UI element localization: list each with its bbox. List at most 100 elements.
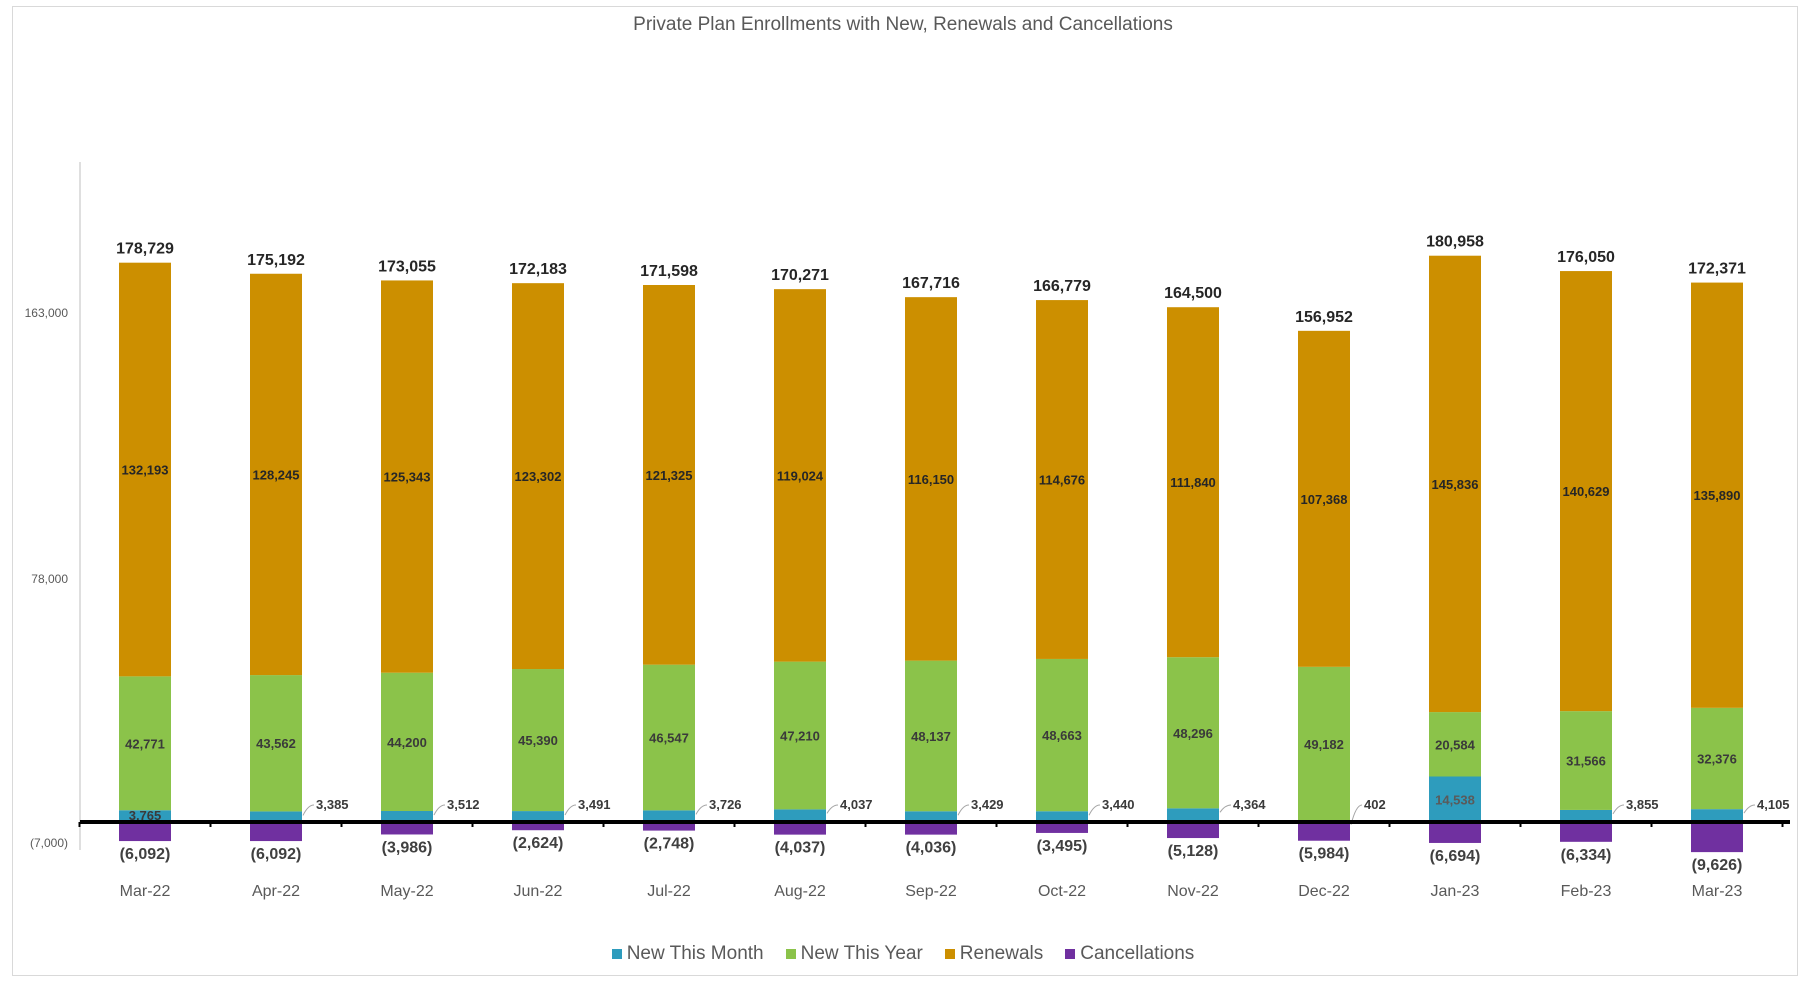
x-tick-label: Jun-22 xyxy=(514,883,563,900)
bar-new-this-year xyxy=(250,675,302,812)
cancellations-data-label: (6,694) xyxy=(1430,848,1481,865)
new-this-year-data-label: 32,376 xyxy=(1697,751,1737,766)
bar-new-this-month xyxy=(1560,809,1612,822)
cancellations-data-label: (4,036) xyxy=(906,840,957,857)
bar-new-this-month xyxy=(774,809,826,822)
legend-item-new-this-month: New This Month xyxy=(611,943,764,965)
bar-new-this-month xyxy=(1036,811,1088,822)
bar-new-this-month xyxy=(1429,776,1481,822)
x-tick-label: Feb-23 xyxy=(1561,883,1612,900)
y-tick-label: 163,000 xyxy=(25,306,69,320)
legend-swatch-renewals xyxy=(944,949,955,959)
cancellations-data-label: (4,037) xyxy=(775,840,826,857)
new-this-year-data-label: 20,584 xyxy=(1435,737,1476,752)
bar-renewals xyxy=(774,289,826,662)
legend-label-new-this-year: New This Year xyxy=(800,943,923,964)
cancellations-data-label: (6,092) xyxy=(251,846,302,863)
total-data-label: 172,183 xyxy=(509,261,567,278)
x-tick-label: Jan-23 xyxy=(1431,883,1480,900)
renewals-data-label: 111,840 xyxy=(1170,475,1216,490)
bar-cancellations xyxy=(1560,822,1612,842)
total-data-label: 171,598 xyxy=(640,263,698,280)
total-data-label: 178,729 xyxy=(116,241,174,258)
cancellations-data-label: (6,092) xyxy=(120,846,171,863)
new-this-month-data-label: 14,538 xyxy=(1435,792,1475,807)
total-data-label: 175,192 xyxy=(247,252,305,269)
cancellations-data-label: (5,128) xyxy=(1168,843,1219,860)
new-this-month-data-label: 3,512 xyxy=(447,797,480,812)
legend-label-new-this-month: New This Month xyxy=(626,943,764,964)
x-tick-label: Nov-22 xyxy=(1167,883,1219,900)
bar-new-this-month xyxy=(381,811,433,822)
leader-line xyxy=(957,804,970,816)
leader-line xyxy=(1612,804,1625,815)
bar-new-this-year xyxy=(1036,658,1088,812)
new-this-year-data-label: 31,566 xyxy=(1566,754,1606,769)
new-this-month-data-label: 402 xyxy=(1364,797,1386,812)
bar-renewals xyxy=(1298,330,1350,667)
bar-new-this-year xyxy=(512,669,564,812)
leader-line xyxy=(433,804,446,816)
bar-new-this-year xyxy=(643,664,695,811)
bar-renewals xyxy=(381,280,433,673)
leader-line xyxy=(1743,804,1756,814)
x-tick-label: Oct-22 xyxy=(1038,883,1086,900)
leader-line xyxy=(1219,804,1232,813)
bar-new-this-month xyxy=(119,810,171,822)
bar-cancellations xyxy=(512,822,564,831)
bar-new-this-month xyxy=(1167,808,1219,822)
total-data-label: 166,779 xyxy=(1033,278,1091,295)
legend-item-renewals: Renewals xyxy=(944,943,1044,965)
new-this-year-data-label: 47,210 xyxy=(780,728,820,743)
bar-cancellations xyxy=(1036,822,1088,833)
bar-cancellations xyxy=(1429,822,1481,843)
total-data-label: 167,716 xyxy=(902,275,960,292)
x-tick-label: May-22 xyxy=(380,883,433,900)
bar-new-this-year xyxy=(381,672,433,812)
bar-cancellations xyxy=(643,822,695,831)
renewals-data-label: 116,150 xyxy=(908,472,954,487)
new-this-year-data-label: 45,390 xyxy=(518,733,558,748)
renewals-data-label: 132,193 xyxy=(122,463,169,478)
total-data-label: 156,952 xyxy=(1295,309,1353,326)
bar-new-this-month xyxy=(643,810,695,822)
renewals-data-label: 114,676 xyxy=(1039,473,1085,488)
total-data-label: 164,500 xyxy=(1164,285,1222,302)
bar-renewals xyxy=(1691,282,1743,708)
cancellations-data-label: (3,495) xyxy=(1037,838,1088,855)
legend-swatch-cancellations xyxy=(1065,949,1076,959)
bar-new-this-month xyxy=(250,811,302,822)
x-tick-label: Aug-22 xyxy=(774,883,826,900)
legend-item-new-this-year: New This Year xyxy=(785,943,923,965)
x-tick-label: Apr-22 xyxy=(252,883,300,900)
leader-line xyxy=(302,804,315,816)
x-tick-label: Jul-22 xyxy=(647,883,691,900)
bar-new-this-year xyxy=(1167,657,1219,809)
new-this-month-data-label: 3,726 xyxy=(709,797,742,812)
bar-renewals xyxy=(1560,271,1612,712)
cancellations-data-label: (3,986) xyxy=(382,839,433,856)
cancellations-data-label: (2,624) xyxy=(513,835,564,852)
chart-legend: New This Month New This Year Renewals Ca… xyxy=(0,943,1806,965)
new-this-month-data-label: 3,765 xyxy=(129,808,162,823)
renewals-data-label: 145,836 xyxy=(1432,477,1479,492)
new-this-month-data-label: 3,855 xyxy=(1626,797,1659,812)
bar-renewals xyxy=(1429,255,1481,713)
new-this-month-data-label: 3,440 xyxy=(1102,797,1135,812)
new-this-month-data-label: 3,385 xyxy=(316,797,349,812)
new-this-month-data-label: 4,364 xyxy=(1233,797,1266,812)
new-this-year-data-label: 49,182 xyxy=(1304,737,1344,752)
renewals-data-label: 125,343 xyxy=(384,470,431,485)
cancellations-data-label: (2,748) xyxy=(644,836,695,853)
bar-cancellations xyxy=(905,822,957,835)
leader-line xyxy=(1088,804,1101,816)
bar-new-this-year xyxy=(774,661,826,810)
chart-title: Private Plan Enrollments with New, Renew… xyxy=(633,14,1173,35)
bar-cancellations xyxy=(1298,822,1350,841)
bar-cancellations xyxy=(1691,822,1743,853)
legend-label-renewals: Renewals xyxy=(959,943,1044,964)
new-this-month-data-label: 4,037 xyxy=(840,797,873,812)
renewals-data-label: 119,024 xyxy=(777,468,824,483)
total-data-label: 172,371 xyxy=(1688,261,1746,278)
